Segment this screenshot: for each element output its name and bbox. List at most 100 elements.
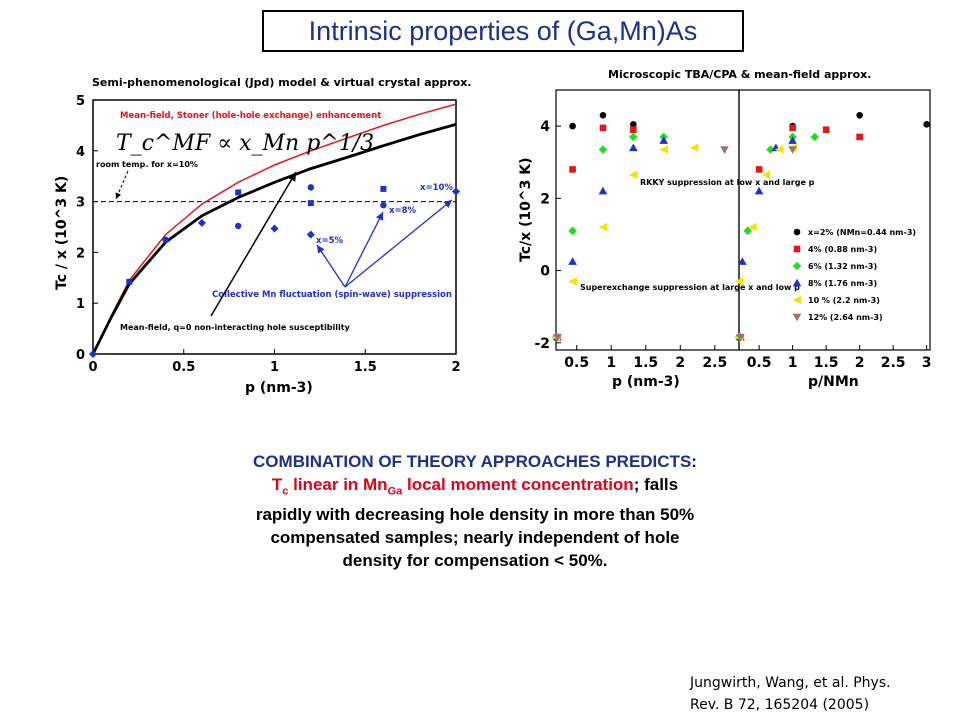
right-legend: x=2% (NMn=0.44 nm-3) 4% (0.88 nm-3) 6% (1.… <box>792 228 916 322</box>
circle-marker <box>307 184 314 191</box>
tba-right-marker <box>856 133 863 141</box>
right-left-x-tick-label: 0.5 <box>564 355 589 371</box>
summary-text: COMBINATION OF THEORY APPROACHES PREDICT… <box>150 450 800 572</box>
left-x-tick-label: 1 <box>270 360 279 375</box>
right-right-x-tick-label: 3 <box>922 355 932 371</box>
page-title: Intrinsic properties of (Ga,Mn)As <box>262 10 744 52</box>
right-left-x-axis-label: p (nm-3) <box>612 374 680 390</box>
tba-left-marker <box>599 124 607 132</box>
tba-right-marker <box>788 146 797 154</box>
left-y-axis-label: Tc / x (10^3 K) <box>54 176 70 290</box>
left-x-axis-label: p (nm-3) <box>245 380 313 396</box>
square-marker <box>380 185 387 192</box>
tba-right-marker <box>788 136 797 144</box>
tba-markers <box>551 111 930 342</box>
tba-left-marker <box>599 111 607 119</box>
right-right-x-tick-label: 1 <box>788 355 798 371</box>
right-right-x-tick-label: 0.5 <box>747 355 772 371</box>
summary-linear: linear in Mn <box>288 475 388 494</box>
summary-local-moment: local moment concentration <box>402 475 634 494</box>
left-y-tick-label: 1 <box>76 297 85 312</box>
tba-right-marker <box>738 257 747 265</box>
left-y-tick-label: 0 <box>76 348 85 363</box>
summary-falls: ; falls <box>633 475 679 494</box>
tba-left-marker <box>630 121 637 128</box>
summary-tc-subscript: c <box>282 485 289 498</box>
tba-left-marker <box>629 170 638 180</box>
non-interacting-susceptibility-curve <box>91 123 457 355</box>
legend-label: 8% (1.76 nm-3) <box>808 279 877 288</box>
tba-left-marker <box>720 146 729 154</box>
square-marker <box>126 278 133 285</box>
tba-right-marker <box>822 126 830 134</box>
summary-ga-subscript: Ga <box>387 485 403 498</box>
tba-right-marker <box>856 111 863 119</box>
tba-right-marker <box>810 132 820 142</box>
left-x-tick-label: 1.5 <box>354 360 377 375</box>
legend-label: 6% (1.32 nm-3) <box>808 262 877 271</box>
left-y-tick-label: 4 <box>76 145 85 160</box>
tba-right-marker <box>774 145 784 154</box>
square-marker <box>235 189 242 196</box>
left-chart-title: Semi-phenomenological (Jpd) model & virt… <box>92 76 472 89</box>
tba-right-marker <box>755 166 763 173</box>
diamond-marker <box>306 230 315 239</box>
right-y-ticks: -2 0 2 4 <box>534 119 561 352</box>
left-y-tick-label: 3 <box>76 196 85 211</box>
summary-line5: density for compensation < 50%. <box>342 551 608 571</box>
tba-right-marker <box>923 121 930 128</box>
right-right-x-axis-label: p/NMn <box>808 374 859 390</box>
tba-right-marker <box>748 222 757 232</box>
formula-annotation: T_c^MF ∝ x_Mn p^1/3 <box>116 131 374 156</box>
stoner-enhancement-curve <box>92 103 457 355</box>
tba-left-marker <box>689 143 699 153</box>
fluctuation-arrow-x5 <box>316 244 346 288</box>
right-y-tick-label: 4 <box>540 119 550 135</box>
x5-annotation: x=5% <box>316 236 344 246</box>
left-y-ticks: 0 1 2 3 4 5 <box>76 94 98 363</box>
tba-left-marker <box>659 145 669 154</box>
legend-label: 4% (0.88 nm-3) <box>808 245 877 254</box>
summary-tc: T <box>271 475 283 494</box>
right-right-x-tick-label: 1.5 <box>814 355 839 371</box>
right-right-x-tick-label: 2.5 <box>881 355 906 371</box>
legend-marker <box>792 261 802 271</box>
tba-left-marker <box>568 257 577 265</box>
tba-left-marker <box>598 186 608 195</box>
left-x-tick-label: 0 <box>88 360 97 375</box>
legend-label: x=2% (NMn=0.44 nm-3) <box>808 228 916 237</box>
diamond-marker <box>89 350 97 358</box>
legend-label: 12% (2.64 nm-3) <box>808 313 883 322</box>
circle-marker <box>380 201 387 209</box>
left-x-tick-label: 0.5 <box>172 360 195 375</box>
left-x-tick-label: 2 <box>451 360 460 375</box>
right-y-tick-label: 2 <box>540 191 550 207</box>
legend-marker <box>793 228 801 236</box>
red-curve-annotation: Mean-field, Stoner (hole-hole exchange) … <box>120 111 381 121</box>
citation-line1: Jungwirth, Wang, et al. Phys. <box>690 675 891 691</box>
legend-marker <box>793 245 801 253</box>
right-right-x-tick-label: 2 <box>855 355 865 371</box>
right-right-x-ticks: 0.5 1 1.5 2 2.5 3 <box>747 345 932 371</box>
right-y-tick-label: -2 <box>534 336 550 352</box>
tba-left-marker <box>568 226 577 236</box>
diamond-marker <box>270 224 279 233</box>
tba-left-marker <box>569 122 576 130</box>
left-y-tick-label: 5 <box>76 94 85 109</box>
rkky-annotation: RKKY suppression at low x and large p <box>640 178 815 187</box>
citation: Jungwirth, Wang, et al. Phys. Rev. B 72,… <box>690 672 950 716</box>
tba-left-marker <box>598 222 608 232</box>
legend-label: 10 % (2.2 nm-3) <box>808 296 880 305</box>
offscale-marker <box>553 334 562 342</box>
tba-right-marker <box>766 145 775 154</box>
right-left-x-ticks: 0.5 1 1.5 2 2.5 <box>564 345 727 371</box>
circle-marker <box>235 222 242 230</box>
tba-left-marker <box>598 145 608 154</box>
tba-right-marker <box>761 170 771 180</box>
left-y-tick-label: 2 <box>76 246 85 261</box>
left-x-ticks: 0 0.5 1 1.5 2 <box>88 349 461 375</box>
summary-line3: rapidly with decreasing hole density in … <box>255 505 695 525</box>
legend-marker <box>792 278 802 287</box>
tba-left-marker <box>629 132 638 142</box>
